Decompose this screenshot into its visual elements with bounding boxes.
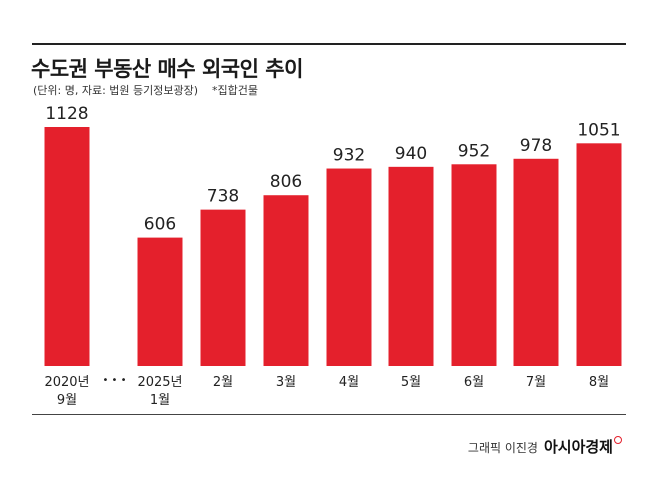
x-tick-label: 4월 [339, 375, 359, 390]
bottom-rule [32, 414, 626, 415]
bar [263, 195, 309, 366]
data-label: 952 [458, 141, 490, 161]
data-label: 606 [144, 215, 176, 235]
top-rule [32, 43, 626, 45]
brand-logo-text: 아시아경제 [543, 438, 613, 456]
bar [200, 209, 246, 366]
axis-break-dots: • • • [102, 375, 126, 386]
bar [576, 143, 622, 366]
data-label: 978 [520, 136, 552, 156]
x-tick-label: 7월 [526, 375, 546, 390]
x-tick-label: 2020년 [44, 375, 89, 390]
data-label: 1128 [45, 104, 88, 124]
footnote: *집합건물 [212, 84, 259, 97]
bar [451, 164, 497, 366]
data-label: 1051 [577, 120, 620, 140]
credit: 그래픽 이진경 아시아경제 [468, 436, 622, 457]
data-label: 940 [395, 144, 427, 164]
unit-note: (단위: 명, 자료: 법원 등기정보광장) [33, 84, 199, 97]
bar [44, 127, 90, 366]
brand-mark-icon [614, 436, 622, 444]
x-tick-label: 2월 [213, 375, 233, 390]
x-tick-label: 3월 [276, 375, 296, 390]
bar [388, 166, 434, 366]
x-tick-label: 6월 [464, 375, 484, 390]
bar [137, 237, 183, 366]
x-tick-label: 5월 [401, 375, 421, 390]
chart-subtitle: (단위: 명, 자료: 법원 등기정보광장) *집합건물 [33, 82, 258, 98]
bar [326, 168, 372, 366]
chart-title: 수도권 부동산 매수 외국인 추이 [31, 57, 303, 81]
bar [513, 158, 559, 366]
data-label: 806 [270, 172, 302, 192]
x-tick-label: 2025년 [137, 375, 182, 390]
credit-text: 그래픽 이진경 [467, 441, 538, 455]
x-tick-label: 8월 [589, 375, 609, 390]
x-tick-label: 1월 [150, 393, 170, 408]
data-label: 932 [333, 146, 365, 166]
x-tick-label: 9월 [57, 393, 77, 408]
data-label: 738 [207, 187, 239, 207]
